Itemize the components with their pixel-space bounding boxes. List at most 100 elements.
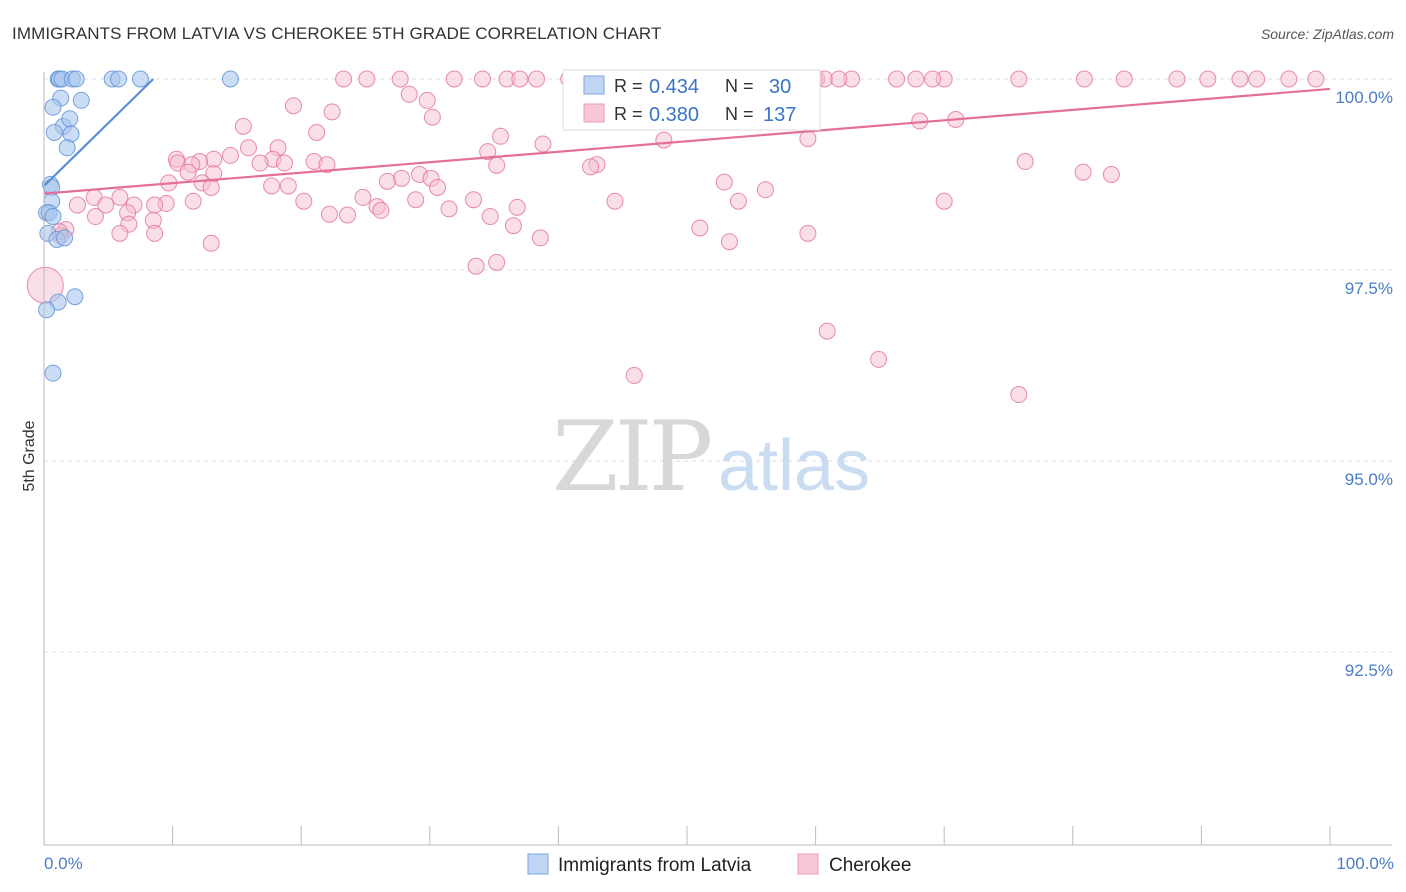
y-tick-label-3: 92.5% [1345,661,1393,680]
point-latvia-28 [38,301,56,319]
point-cherokee-111 [504,217,522,235]
trend-lines [43,78,1331,195]
point-cherokee-113 [799,224,817,242]
legend-label-latvia: Immigrants from Latvia [558,855,752,876]
watermark-atlas: atlas [718,426,870,506]
stats-r-value-latvia: 0.434 [649,76,699,98]
point-cherokee-24 [1168,70,1186,88]
point-cherokee-86 [184,192,202,210]
point-cherokee-105 [320,205,338,223]
stats-r-label-latvia: R = [614,76,643,96]
point-cherokee-26 [1231,70,1249,88]
point-cherokee-66 [1016,153,1034,171]
stats-n-value-latvia: 30 [769,76,791,98]
point-latvia-25 [56,229,74,247]
point-cherokee-52 [479,143,497,161]
y-tick-label-2: 95.0% [1345,470,1393,489]
point-cherokee-74 [393,169,411,187]
point-cherokee-117 [531,229,549,247]
point-cherokee-29 [1307,70,1325,88]
point-cherokee-48 [655,131,673,149]
chart-source: Source: ZipAtlas.com [1261,26,1394,42]
point-cherokee-75 [378,172,396,190]
point-cherokee-50 [239,139,257,157]
point-latvia-27 [66,288,84,306]
trend-line-cherokee [43,87,1331,195]
point-cherokee-25 [1199,70,1217,88]
point-cherokee-6 [528,70,546,88]
series-legend: Immigrants from Latvia Cherokee [527,853,911,876]
point-cherokee-60 [275,154,293,172]
point-latvia-4 [67,70,85,88]
point-cherokee-34 [830,70,848,88]
grid [44,78,1392,653]
point-latvia-13 [61,110,79,128]
chart-title: IMMIGRANTS FROM LATVIA VS CHEROKEE 5TH G… [12,24,661,43]
point-latvia-8 [221,70,239,88]
stats-n-label-latvia: N = [725,76,754,96]
point-cherokee-49 [534,135,552,153]
point-cherokee-22 [1075,70,1093,88]
trend-line-latvia [43,78,155,187]
point-latvia-10 [72,91,90,109]
point-cherokee-28 [1280,70,1298,88]
point-cherokee-67 [582,158,600,176]
stats-r-label-cherokee: R = [614,104,643,124]
point-cherokee-44 [234,117,252,135]
point-cherokee-36 [924,70,942,88]
x-tick-label-end: 100.0% [1336,854,1394,873]
point-cherokee-37 [400,85,418,103]
point-cherokee-85 [111,188,129,206]
point-cherokee-72 [1074,163,1092,181]
x-ticks [43,826,1331,845]
point-cherokee-90 [606,192,624,210]
point-cherokee-102 [372,201,390,219]
point-cherokee-89 [465,191,483,209]
point-cherokee-91 [295,192,313,210]
y-axis-label: 5th Grade [21,420,38,491]
point-cherokee-114 [146,224,164,242]
legend-swatch-cherokee [797,853,819,875]
x-tick-label-start: 0.0% [44,854,83,873]
point-cherokee-82 [429,178,447,196]
point-cherokee-107 [481,208,499,226]
point-cherokee-47 [799,130,817,148]
point-cherokee-79 [263,177,281,195]
point-cherokee-121 [467,257,485,275]
point-cherokee-83 [756,181,774,199]
point-cherokee-4 [474,70,492,88]
point-cherokee-2 [391,70,409,88]
point-cherokee-87 [354,188,372,206]
point-cherokee-96 [97,196,115,214]
axes [43,72,1392,846]
stats-n-label-cherokee: N = [725,104,754,124]
point-cherokee-103 [86,208,104,226]
y-tick-label-1: 97.5% [1345,279,1393,298]
point-cherokee-100 [440,200,458,218]
point-cherokee-0 [335,70,353,88]
point-latvia-29 [44,364,62,382]
point-cherokee-97 [146,196,164,214]
watermark-zip: ZIP [552,401,711,513]
point-cherokee-55 [205,150,223,168]
point-latvia-14 [45,123,63,141]
point-cherokee-41 [423,108,441,126]
point-cherokee-80 [279,177,297,195]
stats-swatch-latvia [583,75,605,95]
point-cherokee-106 [338,206,356,224]
point-cherokee-93 [935,192,953,210]
point-cherokee-88 [407,191,425,209]
point-cherokee-35 [907,70,925,88]
point-cherokee-30 [511,70,529,88]
point-cherokee-92 [729,192,747,210]
point-cherokee-46 [492,127,510,145]
stats-legend-box [562,69,821,131]
point-cherokee-120 [488,253,506,271]
point-cherokee-124 [870,350,888,368]
y-tick-label-0: 100.0% [1335,88,1393,107]
stats-swatch-cherokee [583,103,605,123]
point-cherokee-65 [488,156,506,174]
point-cherokee-1 [358,70,376,88]
stats-legend: R = 0.434 N = 30 R = 0.380 N = 137 [562,69,821,131]
point-cherokee-63 [318,156,336,174]
